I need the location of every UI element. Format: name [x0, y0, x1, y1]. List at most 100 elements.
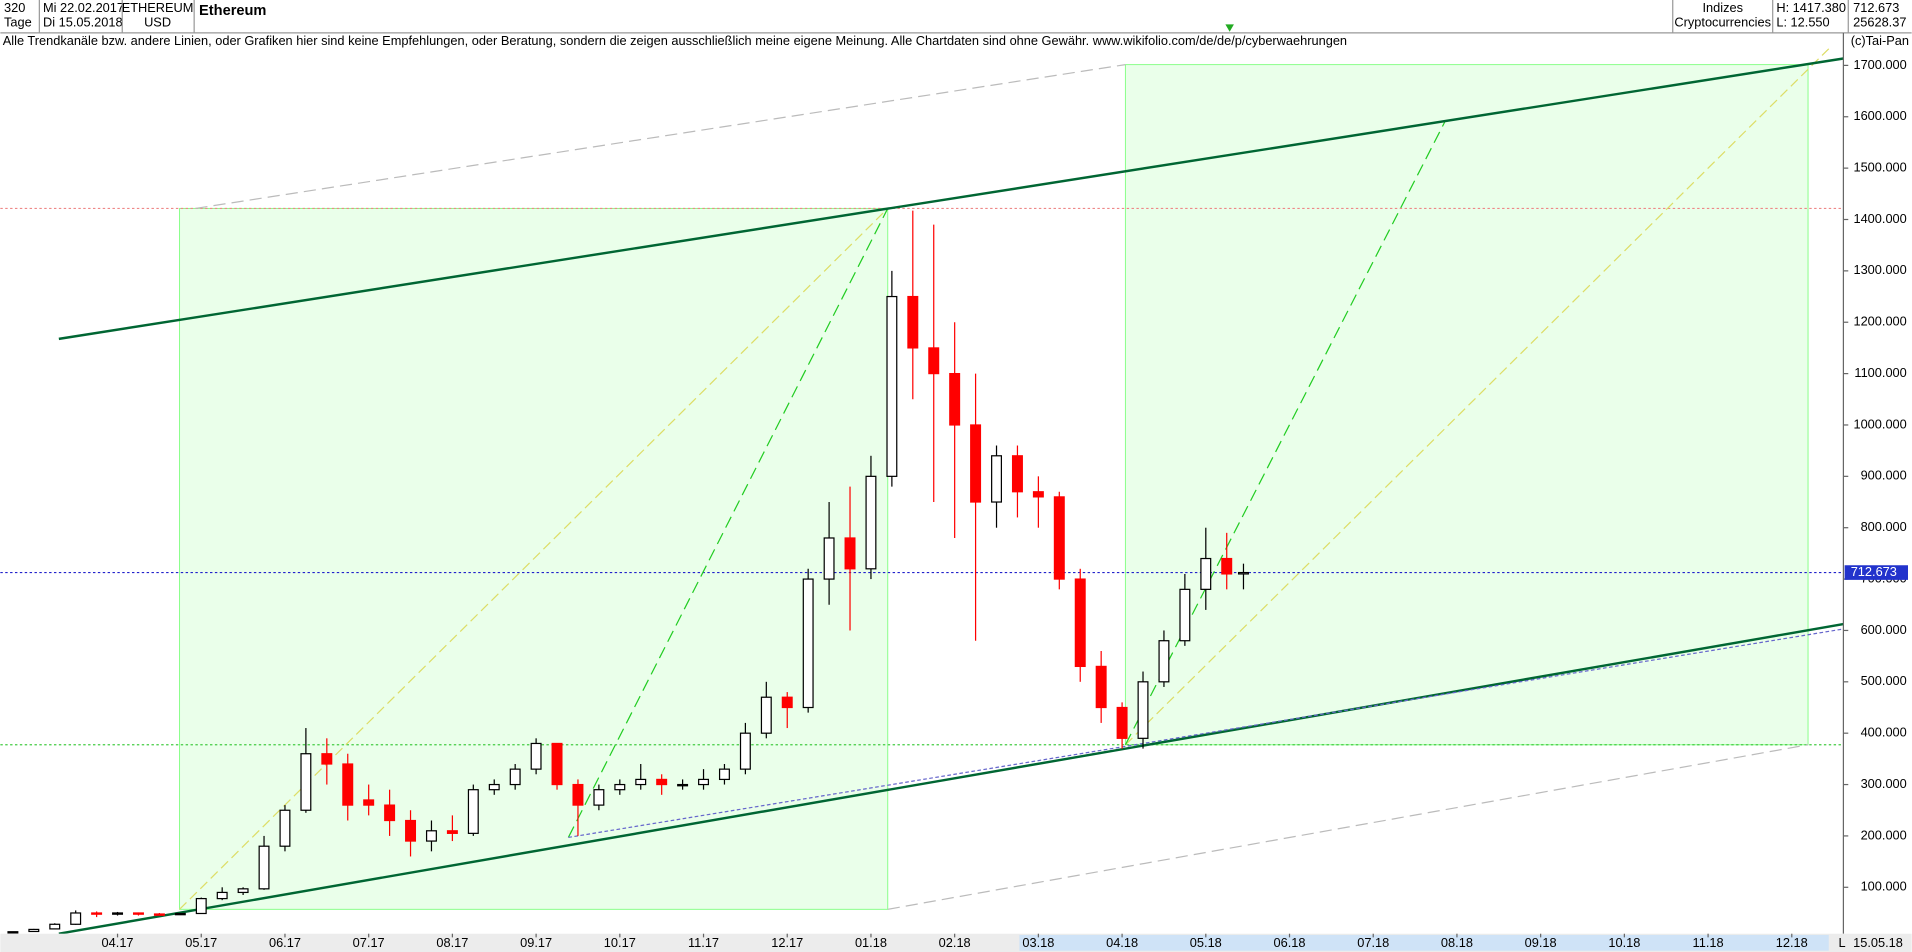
candle-body	[1053, 496, 1065, 580]
x-tick-label: 12.17	[771, 935, 803, 950]
y-tick-label: 1300.000	[1853, 262, 1906, 277]
candle-body	[1158, 640, 1170, 683]
candle-body	[446, 830, 458, 834]
y-tick-label: 300.000	[1861, 776, 1907, 791]
count[interactable]: 320	[4, 0, 25, 15]
candle-body	[132, 912, 144, 915]
candle-body	[467, 789, 479, 834]
dashed-line	[195, 64, 1126, 210]
dashed-line	[179, 208, 889, 910]
x-tick-label: 07.18	[1357, 935, 1389, 950]
candle-body	[1237, 571, 1249, 575]
box	[1124, 64, 1809, 746]
marker	[1225, 24, 1234, 32]
candle-body	[300, 753, 312, 811]
y-tick-label: 400.000	[1861, 725, 1907, 740]
y-tick-label: 500.000	[1861, 673, 1907, 688]
y-tick-label: 1700.000	[1853, 57, 1906, 72]
candle-body	[258, 845, 270, 890]
candle-body	[970, 424, 982, 503]
candle-body	[1032, 491, 1044, 498]
candle-body	[530, 742, 542, 770]
dashed-line	[1125, 48, 1830, 746]
candle-body	[739, 732, 751, 770]
volume: 25628.37	[1853, 15, 1906, 30]
x-tick-label: 03.18	[1022, 935, 1054, 950]
x-tick-label: 08.17	[436, 935, 468, 950]
candle-body	[1179, 588, 1191, 642]
currency: USD	[144, 15, 171, 30]
candle-body	[28, 928, 40, 933]
high: H: 1417.380	[1776, 0, 1846, 15]
low: L: 12.550	[1776, 15, 1829, 30]
candle-body	[174, 912, 186, 916]
candle-body	[237, 888, 249, 894]
dashed-line	[1124, 121, 1446, 746]
candle-body	[991, 455, 1003, 503]
end-date: 15.05.18	[1853, 935, 1903, 950]
candle-body	[635, 778, 647, 786]
trend-line	[58, 622, 1844, 935]
dashed-line	[887, 744, 1809, 910]
y-tick-label: 1200.000	[1853, 314, 1906, 329]
date-to[interactable]: Di 15.05.2018	[43, 15, 123, 30]
last: 712.673	[1853, 0, 1899, 15]
candle-body	[844, 537, 856, 570]
candle-body	[677, 783, 689, 787]
x-tick-label: 08.18	[1441, 935, 1473, 950]
y-tick-label: 1000.000	[1853, 416, 1906, 431]
candle-body	[1200, 557, 1212, 590]
chart-title: Ethereum	[199, 3, 266, 19]
candle-body	[70, 912, 82, 925]
candle-body	[865, 475, 877, 570]
candle-body	[1116, 706, 1128, 739]
x-tick-label: 11.17	[688, 935, 719, 950]
y-tick-label: 200.000	[1861, 827, 1907, 842]
x-tick-label: 12.18	[1776, 935, 1808, 950]
candle-body	[363, 799, 375, 806]
x-tick-label: 06.18	[1274, 935, 1306, 950]
candle-body	[1011, 455, 1023, 493]
candle-body	[698, 778, 710, 786]
candle-body	[49, 923, 61, 930]
y-tick-label: 100.000	[1861, 879, 1907, 894]
candle-body	[342, 763, 354, 806]
date-from[interactable]: Mi 22.02.2017	[43, 0, 124, 15]
x-tick-label: 01.18	[855, 935, 887, 950]
y-tick-label: 900.000	[1861, 468, 1907, 483]
last-price-label: 712.673	[1851, 564, 1897, 579]
x-tick-label: 04.17	[102, 935, 134, 950]
scrollbar[interactable]	[1019, 934, 1829, 951]
x-tick-label: 11.18	[1693, 935, 1724, 950]
candle-body	[321, 753, 333, 765]
x-tick-label: 05.18	[1190, 935, 1222, 950]
candle-body	[572, 783, 584, 806]
y-tick-label: 1500.000	[1853, 160, 1906, 175]
y-tick-label: 1100.000	[1854, 365, 1906, 380]
candle-body	[718, 768, 730, 781]
last-price-tag	[1844, 565, 1908, 580]
x-tick-label: 10.17	[604, 935, 636, 950]
group: Indizes	[1702, 0, 1743, 15]
candle-body	[802, 578, 814, 709]
y-tick-label: 600.000	[1861, 622, 1907, 637]
x-tick-label: 10.18	[1608, 935, 1640, 950]
candle-body	[488, 783, 500, 791]
candles	[7, 210, 1249, 934]
x-tick-label: 07.17	[353, 935, 385, 950]
candle-body	[614, 783, 626, 791]
x-tick-label: 04.18	[1106, 935, 1138, 950]
x-tick-label: 02.18	[939, 935, 971, 950]
candle-body	[823, 537, 835, 580]
period[interactable]: Tage	[4, 15, 32, 30]
candle-body	[886, 295, 898, 477]
subgroup: Cryptocurrencies	[1674, 15, 1771, 30]
scale-mode[interactable]: L	[1839, 935, 1846, 950]
candle-body	[153, 913, 165, 916]
header-bg	[0, 0, 1912, 33]
candle-body	[928, 347, 940, 375]
x-tick-label: 06.17	[269, 935, 301, 950]
x-tick-label: 09.17	[520, 935, 552, 950]
